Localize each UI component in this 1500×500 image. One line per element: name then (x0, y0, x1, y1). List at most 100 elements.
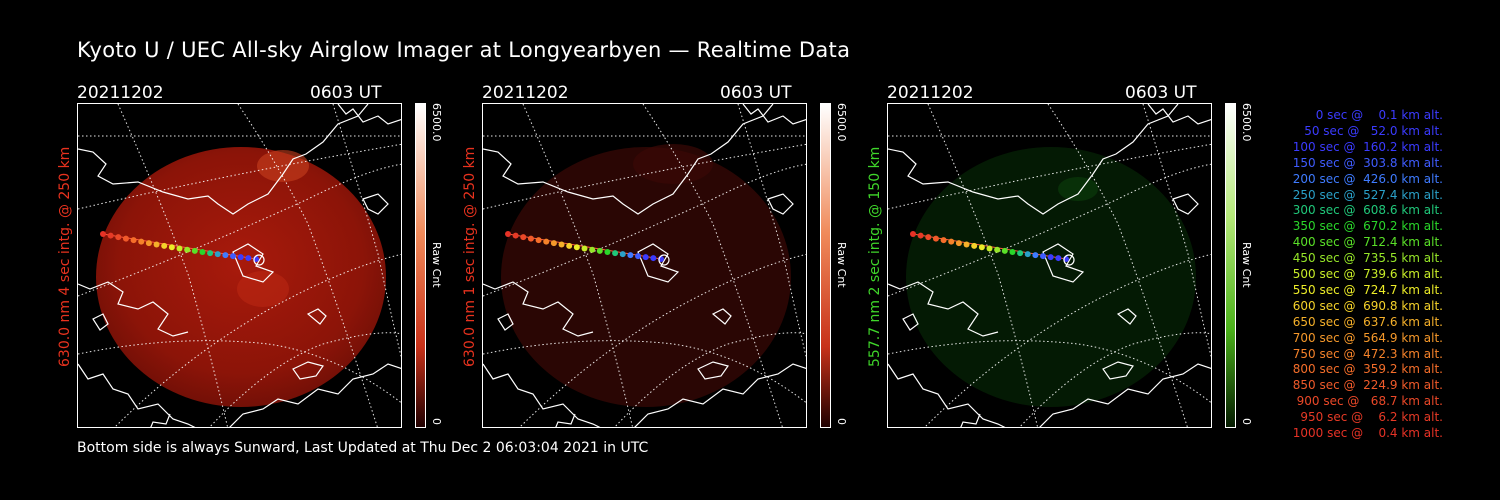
coastline (555, 413, 576, 427)
coastline (1102, 361, 1134, 380)
coastline (697, 361, 729, 380)
trajectory-point (910, 231, 916, 237)
coastline (232, 243, 275, 283)
coastline (711, 308, 732, 325)
station-marker (253, 254, 265, 266)
coastline (742, 104, 806, 125)
legend-entry: 800 sec @ 359.2 km alt. (1292, 362, 1443, 377)
legend-entry: 0 sec @ 0.1 km alt. (1315, 108, 1443, 122)
coastline (337, 104, 401, 125)
coastline (1042, 243, 1085, 283)
grid-line (1142, 104, 1211, 358)
grid-line (642, 104, 783, 427)
coastline (78, 104, 369, 215)
trajectory-point (527, 235, 534, 242)
coastline (483, 363, 601, 427)
trajectory-point (1040, 253, 1047, 260)
legend-entry: 500 sec @ 739.6 km alt. (1292, 267, 1443, 281)
trajectory-point (207, 250, 214, 257)
trajectory-point (176, 245, 183, 252)
trajectory-point (566, 242, 573, 249)
trajectory-point (245, 255, 252, 262)
legend-entry: 750 sec @ 472.3 km alt. (1292, 346, 1443, 361)
trajectory-point (573, 244, 580, 251)
trajectory-point (955, 240, 962, 247)
trajectory-point (100, 231, 106, 237)
trajectory-point (130, 237, 137, 244)
trajectory-point (596, 247, 603, 254)
trajectory-point (505, 231, 511, 237)
grid-line (614, 332, 806, 427)
coastline (306, 308, 327, 325)
trajectory-point (1032, 252, 1039, 259)
grid-line (78, 163, 401, 297)
trajectory-point (1024, 251, 1031, 258)
legend-entry: 300 sec @ 608.6 km alt. (1292, 203, 1443, 218)
colorbar-3-max: 6500.0 (1240, 103, 1253, 142)
coastline (483, 104, 774, 215)
panel-1-date: 20211202 (77, 83, 164, 103)
trajectory-point (184, 246, 191, 253)
trajectory-point (940, 237, 947, 244)
trajectory-point (1017, 250, 1024, 257)
grid-line (209, 332, 401, 427)
panel-3-date: 20211202 (887, 83, 974, 103)
coastline (960, 413, 981, 427)
legend-entry: 650 sec @ 637.6 km alt. (1292, 314, 1443, 329)
legend-entry: 550 sec @ 724.7 km alt. (1292, 282, 1443, 297)
legend-entry: 200 sec @ 426.0 km alt. (1292, 171, 1443, 186)
airglow-emission (501, 147, 791, 407)
coastline (634, 363, 806, 427)
trajectory-point (145, 240, 152, 247)
grid-line (888, 143, 1211, 210)
trajectory-point (214, 251, 221, 258)
colorbar-3 (1225, 103, 1236, 428)
grid-line (522, 104, 634, 427)
trajectory-point (925, 234, 932, 241)
legend-entry: 1000 sec @ 0.4 km alt. (1292, 426, 1443, 440)
trajectory-point (986, 245, 993, 252)
coastline (637, 243, 680, 283)
trajectory-point (650, 255, 657, 262)
trajectory-point (581, 245, 588, 252)
trajectory-point (558, 241, 565, 248)
colorbar-2 (820, 103, 831, 428)
legend-entry: 950 sec @ 6.2 km alt. (1300, 410, 1443, 425)
grid-line (737, 104, 806, 358)
colorbar-1-max: 6500.0 (430, 103, 443, 142)
coastline (1172, 193, 1199, 215)
coastline (362, 193, 389, 215)
trajectory-point (535, 237, 542, 244)
airglow-emission (906, 147, 1196, 407)
trajectory-point (917, 232, 924, 239)
footer-note: Bottom side is always Sunward, Last Upda… (77, 440, 649, 456)
trajectory-point (138, 238, 145, 245)
grid-line (927, 104, 1039, 427)
coastline (78, 281, 189, 337)
legend-entry: 450 sec @ 735.5 km alt. (1292, 251, 1443, 266)
trajectory-point (199, 249, 206, 256)
trajectory-point (948, 238, 955, 245)
grid-line (114, 253, 401, 427)
colorbar-3-min: 0 (1240, 418, 1253, 425)
legend-entry: 900 sec @ 68.7 km alt. (1296, 394, 1443, 409)
trajectory-point (1047, 254, 1054, 261)
legend-entry: 100 sec @ 160.2 km alt. (1292, 139, 1443, 154)
panel-2-date: 20211202 (482, 83, 569, 103)
trajectory-point (642, 254, 649, 261)
airglow-image-panel-3 (887, 103, 1212, 428)
colorbar-2-min: 0 (835, 418, 848, 425)
trajectory-point (1009, 249, 1016, 256)
trajectory-point (1001, 247, 1008, 254)
airglow-image-panel-1 (77, 103, 402, 428)
legend-entry: 150 sec @ 303.8 km alt. (1292, 155, 1443, 170)
trajectory-point (963, 241, 970, 248)
grid-line (483, 163, 806, 297)
coastline (92, 313, 109, 331)
trajectory-point (1055, 255, 1062, 262)
trajectory-point (153, 241, 160, 248)
panel-1-time: 0603 UT (310, 83, 382, 103)
grid-line (78, 143, 401, 210)
page-title: Kyoto U / UEC All-sky Airglow Imager at … (77, 38, 851, 62)
coastline (78, 363, 196, 427)
